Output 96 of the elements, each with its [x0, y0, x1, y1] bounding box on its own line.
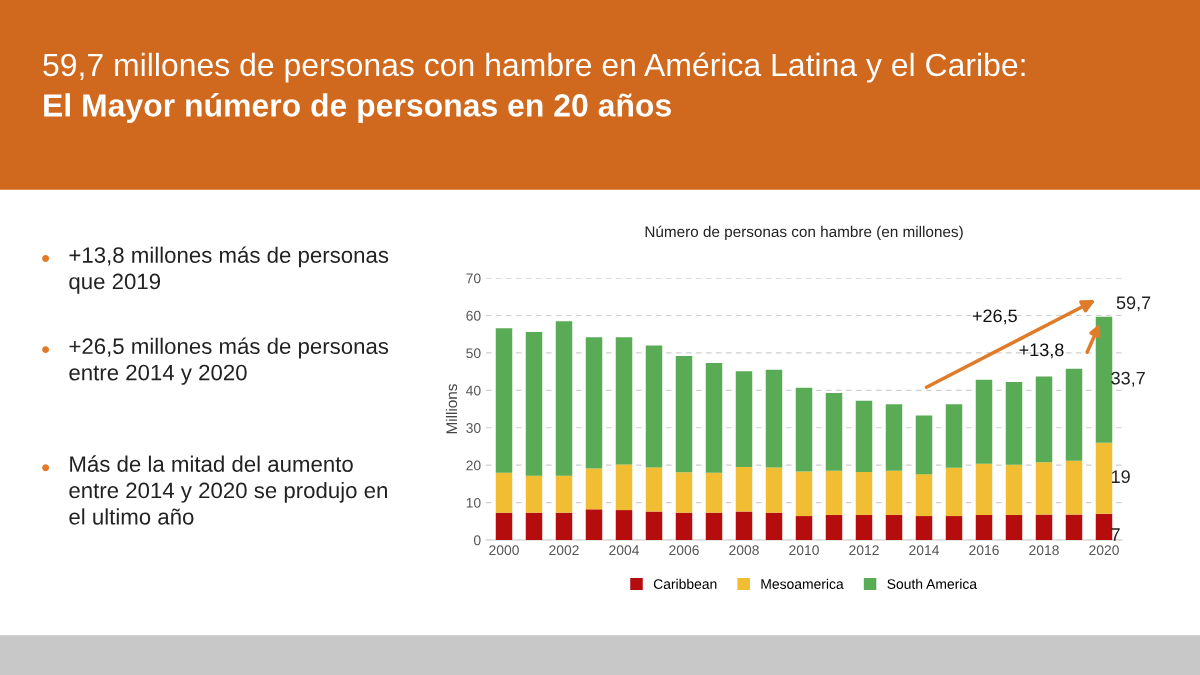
bar [945, 516, 963, 540]
bar [585, 509, 603, 540]
bar [1095, 513, 1113, 540]
bar [975, 463, 993, 515]
bar [975, 514, 993, 540]
y-tick-label: 60 [466, 310, 481, 321]
bar [675, 472, 693, 513]
x-tick-label: 2012 [849, 545, 879, 556]
bar [765, 512, 783, 540]
bar [825, 514, 843, 540]
x-tick-label: 2008 [729, 545, 759, 556]
legend-label: Mesoamerica [761, 578, 844, 589]
bar [615, 510, 633, 540]
y-tick-label: 50 [466, 348, 481, 359]
total-label: 59,7 [1116, 296, 1151, 312]
x-tick-label: 2020 [1089, 545, 1119, 556]
bar [1065, 460, 1083, 515]
bar [495, 328, 513, 473]
bar [1095, 442, 1113, 514]
bar [615, 337, 633, 465]
text: +26,5 millones más de personas entre 2014 y 2020 [69, 337, 389, 385]
x-tick-label: 2004 [609, 545, 640, 556]
x-tick-label: 2018 [1029, 545, 1059, 556]
y-axis-title: Millions [445, 384, 458, 434]
bar [705, 363, 723, 473]
bar [765, 369, 783, 468]
bar [795, 471, 813, 517]
bar [735, 371, 753, 468]
bar [615, 464, 633, 511]
y-tick-label: 30 [466, 423, 481, 433]
bar [765, 467, 783, 513]
bar [885, 404, 903, 471]
chart-title: 59,7 millones de personas con hambre en América Latina y el Caribe: [43, 52, 1025, 83]
bar [705, 512, 723, 540]
x-tick-label: 2000 [489, 545, 519, 556]
bar [495, 472, 513, 513]
bar [915, 415, 933, 475]
bar [1005, 464, 1023, 515]
bar [555, 321, 573, 476]
bar [645, 511, 663, 540]
bar [555, 475, 573, 513]
bar [795, 387, 813, 472]
y-tick-label: 70 [466, 273, 481, 284]
bar [525, 512, 543, 540]
bar [735, 467, 753, 512]
bar [1035, 376, 1053, 463]
bar [975, 379, 993, 464]
bar [1035, 514, 1053, 540]
y-tick-label: 20 [466, 460, 481, 471]
bar [915, 516, 933, 540]
bar [1035, 462, 1053, 515]
bar [945, 467, 963, 517]
bar [1065, 368, 1083, 461]
bar [585, 337, 603, 469]
bar [1005, 514, 1023, 540]
text: Número de personas con hambre (en millones) [645, 225, 963, 241]
bar [945, 404, 963, 468]
text: Más de la mitad del aumento entre 2014 y 2020 se produjo en el ultimo año [69, 455, 387, 525]
x-tick-label: 2010 [789, 545, 819, 556]
bar [825, 392, 843, 471]
x-tick-label: 2002 [549, 545, 579, 556]
bar [555, 512, 573, 540]
y-tick-label: 10 [466, 497, 481, 508]
bar [855, 514, 873, 540]
data-label: 19 [1111, 470, 1130, 484]
annotation: +26,5 [972, 309, 1017, 325]
bar [585, 468, 603, 510]
y-tick-label: 40 [466, 385, 481, 396]
bar [495, 512, 513, 540]
x-tick-label: 2016 [969, 545, 999, 556]
bar [525, 331, 543, 476]
bar [735, 511, 753, 540]
bar [645, 345, 663, 468]
text: +13,8 millones más de personas que 2019 [69, 246, 389, 294]
x-tick-label: 2014 [909, 545, 940, 556]
bar [885, 470, 903, 515]
bar [915, 474, 933, 517]
bar [1005, 382, 1023, 465]
bar [705, 472, 723, 513]
bar [1095, 316, 1113, 443]
bar [675, 512, 693, 540]
bar [855, 400, 873, 472]
annotation: +13,8 [1019, 343, 1064, 359]
bar [855, 471, 873, 515]
bar [1065, 514, 1083, 540]
legend-label: Caribbean [653, 578, 717, 589]
chart-subtitle: El Mayor número de personas en 20 años [44, 92, 671, 124]
bar [675, 355, 693, 473]
bar [645, 467, 663, 512]
legend-label: South America [887, 578, 978, 589]
bar [795, 516, 813, 540]
x-tick-label: 2006 [669, 545, 699, 556]
bar [825, 470, 843, 515]
y-tick-label: 0 [473, 535, 481, 546]
bar [525, 475, 543, 513]
bar [885, 514, 903, 540]
